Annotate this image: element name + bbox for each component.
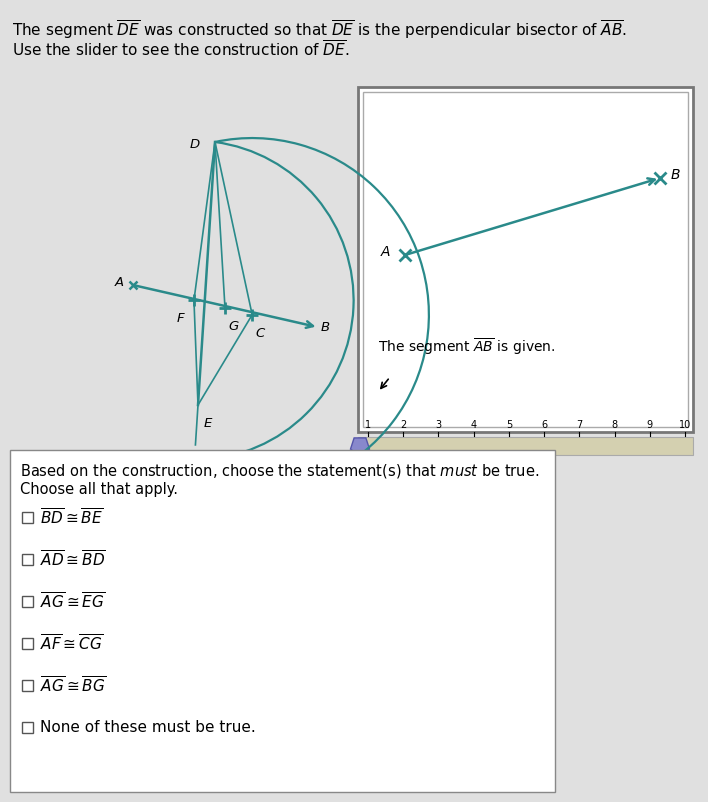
Text: $G$: $G$ xyxy=(228,320,239,333)
Bar xyxy=(10,450,555,792)
Text: Based on the construction, choose the statement(s) that $\it{must}$ be true.: Based on the construction, choose the st… xyxy=(20,462,539,480)
Text: $B$: $B$ xyxy=(321,321,331,334)
Text: 5: 5 xyxy=(506,420,512,430)
Text: 6: 6 xyxy=(541,420,547,430)
Text: 2: 2 xyxy=(400,420,406,430)
Text: $\overline{AG} \cong \overline{BG}$: $\overline{AG} \cong \overline{BG}$ xyxy=(40,675,106,695)
Bar xyxy=(22,512,33,523)
Text: $B$: $B$ xyxy=(670,168,680,182)
Text: $\overline{AF} \cong \overline{CG}$: $\overline{AF} \cong \overline{CG}$ xyxy=(40,634,103,654)
Text: 3: 3 xyxy=(435,420,442,430)
Text: 10: 10 xyxy=(679,420,691,430)
Bar xyxy=(22,722,33,733)
Bar xyxy=(22,680,33,691)
Text: The segment $\overline{AB}$ is given.: The segment $\overline{AB}$ is given. xyxy=(378,337,556,358)
Bar xyxy=(358,437,693,455)
Bar xyxy=(363,92,688,427)
Text: Use the slider to see the construction of $\overline{DE}$.: Use the slider to see the construction o… xyxy=(12,40,349,60)
Text: 4: 4 xyxy=(471,420,476,430)
Bar xyxy=(22,638,33,649)
Text: Choose all that apply.: Choose all that apply. xyxy=(20,482,178,497)
Text: $\overline{AD} \cong \overline{BD}$: $\overline{AD} \cong \overline{BD}$ xyxy=(40,549,106,569)
Bar xyxy=(22,596,33,607)
Text: $A$: $A$ xyxy=(379,245,391,259)
Text: $E$: $E$ xyxy=(203,417,213,430)
Text: None of these must be true.: None of these must be true. xyxy=(40,720,256,735)
Text: $\overline{AG} \cong \overline{EG}$: $\overline{AG} \cong \overline{EG}$ xyxy=(40,591,105,612)
Text: 8: 8 xyxy=(612,420,617,430)
Bar xyxy=(22,554,33,565)
Text: The segment $\overline{DE}$ was constructed so that $\overline{DE}$ is the perpe: The segment $\overline{DE}$ was construc… xyxy=(12,18,627,41)
Text: 9: 9 xyxy=(646,420,653,430)
Text: $C$: $C$ xyxy=(255,326,266,340)
Text: $\overline{BD} \cong \overline{BE}$: $\overline{BD} \cong \overline{BE}$ xyxy=(40,508,103,528)
Bar xyxy=(358,87,693,432)
Text: $A$: $A$ xyxy=(114,276,125,289)
Text: $D$: $D$ xyxy=(190,137,201,151)
Text: 1: 1 xyxy=(365,420,371,430)
Text: $F$: $F$ xyxy=(176,312,186,326)
Text: 7: 7 xyxy=(576,420,583,430)
